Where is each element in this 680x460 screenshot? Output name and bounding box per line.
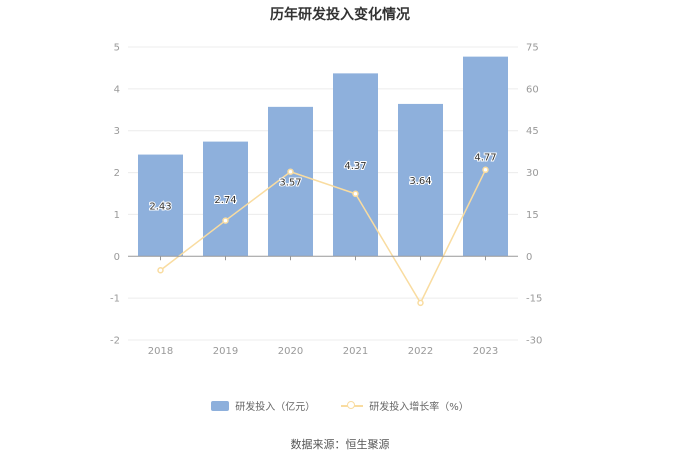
bar bbox=[333, 73, 378, 257]
x-tick-label: 2023 bbox=[473, 346, 498, 357]
y-right-tick-label: 15 bbox=[526, 210, 539, 221]
bar bbox=[138, 154, 183, 257]
y-left-tick-label: -2 bbox=[110, 336, 120, 347]
y-left-tick-label: 5 bbox=[114, 43, 120, 54]
growth-rate-point bbox=[482, 166, 489, 174]
grid-layer bbox=[128, 46, 518, 341]
legend-item-line[interactable]: 研发投入增长率（%） bbox=[341, 398, 469, 413]
x-tick-label: 2021 bbox=[343, 346, 368, 357]
legend-bar-swatch-icon bbox=[211, 400, 230, 411]
bar bbox=[268, 106, 313, 257]
y-left-tick-label: 0 bbox=[114, 252, 120, 263]
legend-line-label: 研发投入增长率（%） bbox=[369, 402, 469, 413]
y-right-tick-label: 45 bbox=[526, 126, 539, 137]
bar-layer bbox=[138, 56, 508, 257]
x-tick-label: 2018 bbox=[148, 346, 173, 357]
y-left-tick-label: 3 bbox=[114, 126, 120, 137]
growth-rate-point bbox=[417, 299, 424, 307]
y-right-tick-label: 0 bbox=[526, 252, 532, 263]
bar-data-label: 3.57 bbox=[279, 178, 301, 189]
legend-line-swatch-icon bbox=[341, 400, 364, 412]
growth-rate-point bbox=[222, 217, 229, 224]
y-right-tick-label: -15 bbox=[526, 294, 542, 305]
x-tick-label: 2019 bbox=[213, 346, 238, 357]
y-right-tick-label: 75 bbox=[526, 43, 539, 54]
y-right-tick-label: -30 bbox=[526, 336, 542, 347]
growth-rate-point bbox=[157, 266, 164, 274]
bar-data-label: 2.74 bbox=[214, 195, 236, 206]
y-right-tick-label: 30 bbox=[526, 168, 539, 179]
chart-plot: 2.43 2.74 3.57 4.37 3.64 4.77 5 4 3 2 1 0 -1 -2 75 60 4… bbox=[110, 43, 542, 358]
bar-data-label: 4.37 bbox=[344, 161, 366, 172]
bar bbox=[463, 56, 508, 257]
legend-bar-label: 研发投入（亿元） bbox=[235, 402, 316, 413]
bar-data-label: 2.43 bbox=[149, 201, 171, 212]
growth-rate-point bbox=[287, 168, 294, 175]
label-layer: 2.43 2.74 3.57 4.37 3.64 4.77 bbox=[148, 151, 497, 213]
x-tick-label: 2022 bbox=[408, 346, 433, 357]
bar-data-label: 4.77 bbox=[474, 152, 496, 163]
data-source-note: 数据来源：恒生聚源 bbox=[290, 438, 390, 451]
chart-title: 历年研发投入变化情况 bbox=[270, 7, 410, 23]
growth-rate-line bbox=[160, 169, 487, 305]
x-tick-label: 2020 bbox=[278, 346, 303, 357]
bar bbox=[398, 103, 443, 257]
y-left-tick-label: -1 bbox=[110, 294, 120, 305]
growth-rate-point bbox=[352, 190, 359, 198]
bar bbox=[203, 141, 248, 257]
y-left-tick-label: 4 bbox=[114, 84, 120, 95]
y-left-tick-label: 2 bbox=[114, 168, 120, 179]
y-right-tick-label: 60 bbox=[526, 84, 539, 95]
bar-data-label: 3.64 bbox=[409, 176, 431, 187]
line-layer bbox=[157, 166, 489, 307]
legend-item-bar[interactable]: 研发投入（亿元） bbox=[211, 398, 315, 413]
y-left-tick-label: 1 bbox=[114, 210, 120, 221]
legend: 研发投入（亿元） 研发投入增长率（%） bbox=[0, 398, 680, 413]
